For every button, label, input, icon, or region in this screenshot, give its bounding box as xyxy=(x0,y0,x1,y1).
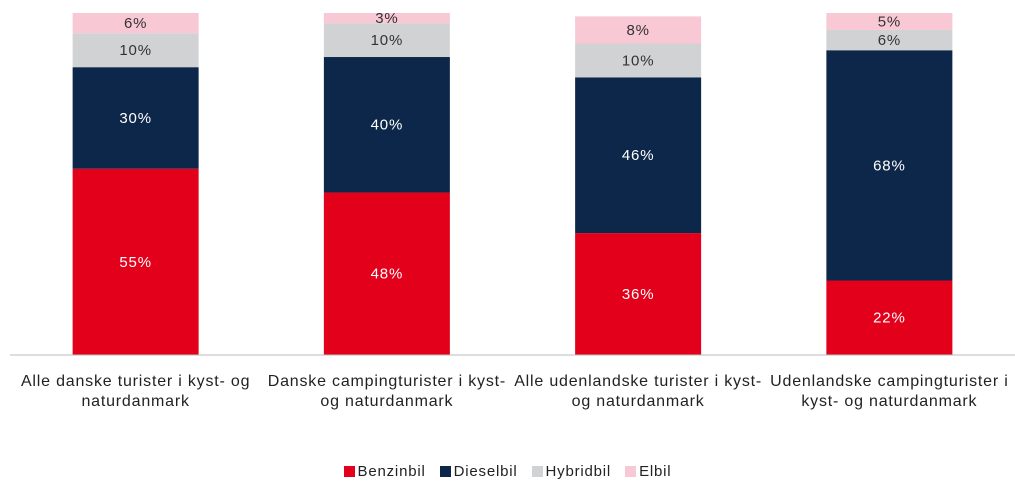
value-label: 36% xyxy=(622,286,654,303)
value-label: 3% xyxy=(375,10,398,27)
legend-swatch xyxy=(625,466,637,477)
value-label: 5% xyxy=(878,13,901,30)
bar-segment xyxy=(826,29,953,51)
bar-segment xyxy=(826,13,953,30)
value-label: 30% xyxy=(119,110,151,127)
legend-item: Hybridbil xyxy=(531,463,612,480)
value-label: 48% xyxy=(371,266,403,283)
legend-item: Dieselbil xyxy=(439,463,518,480)
legend-label: Elbil xyxy=(639,463,672,480)
legend-label: Hybridbil xyxy=(545,463,612,480)
bar-segment xyxy=(72,67,199,169)
legend-label: Benzinbil xyxy=(357,463,426,480)
legend: Benzinbil Dieselbil Hybridbil Elbil xyxy=(0,463,1015,480)
legend-item: Elbil xyxy=(625,463,671,480)
bar-segment xyxy=(826,50,953,281)
bar-segment xyxy=(575,77,702,234)
category-label: Alle danske turister i kyst- og naturdan… xyxy=(20,373,251,410)
bar-segment xyxy=(323,23,450,58)
legend-swatch xyxy=(531,466,543,477)
bar-segment xyxy=(72,168,199,355)
bar-segment xyxy=(575,233,702,355)
legend-swatch xyxy=(343,466,355,477)
value-label: 10% xyxy=(622,52,654,69)
value-label: 10% xyxy=(371,32,403,49)
legend-label: Dieselbil xyxy=(453,463,518,480)
value-label: 8% xyxy=(626,22,649,39)
value-label: 10% xyxy=(119,42,151,59)
value-label: 46% xyxy=(622,147,654,164)
bar-segment xyxy=(323,57,450,193)
category-label: Danske campingturister i kyst- og naturd… xyxy=(267,373,507,410)
bar-segment xyxy=(575,16,702,44)
category-label: Udenlandske campingturister i kyst- og n… xyxy=(770,373,1009,410)
bar-segment xyxy=(826,280,953,355)
value-label: 6% xyxy=(878,32,901,49)
bar-segment xyxy=(323,192,450,355)
category-label: Alle udenlandske turister i kyst- og nat… xyxy=(514,373,763,410)
legend-item: Benzinbil xyxy=(343,463,426,480)
value-label: 22% xyxy=(873,310,905,327)
value-label: 6% xyxy=(124,15,147,32)
legend-swatch xyxy=(439,466,451,477)
bar-segment xyxy=(323,13,450,24)
value-label: 68% xyxy=(873,157,905,174)
value-label: 55% xyxy=(119,254,151,271)
value-label: 40% xyxy=(371,117,403,134)
plot: 55% 30% 10% 6% 48% 40% 10% 3% 36% 46% 10% 8% 22% 68% 6… xyxy=(10,10,1015,356)
bar-segment xyxy=(575,43,702,78)
bar-segment xyxy=(72,33,199,68)
bar-segment xyxy=(72,13,199,34)
